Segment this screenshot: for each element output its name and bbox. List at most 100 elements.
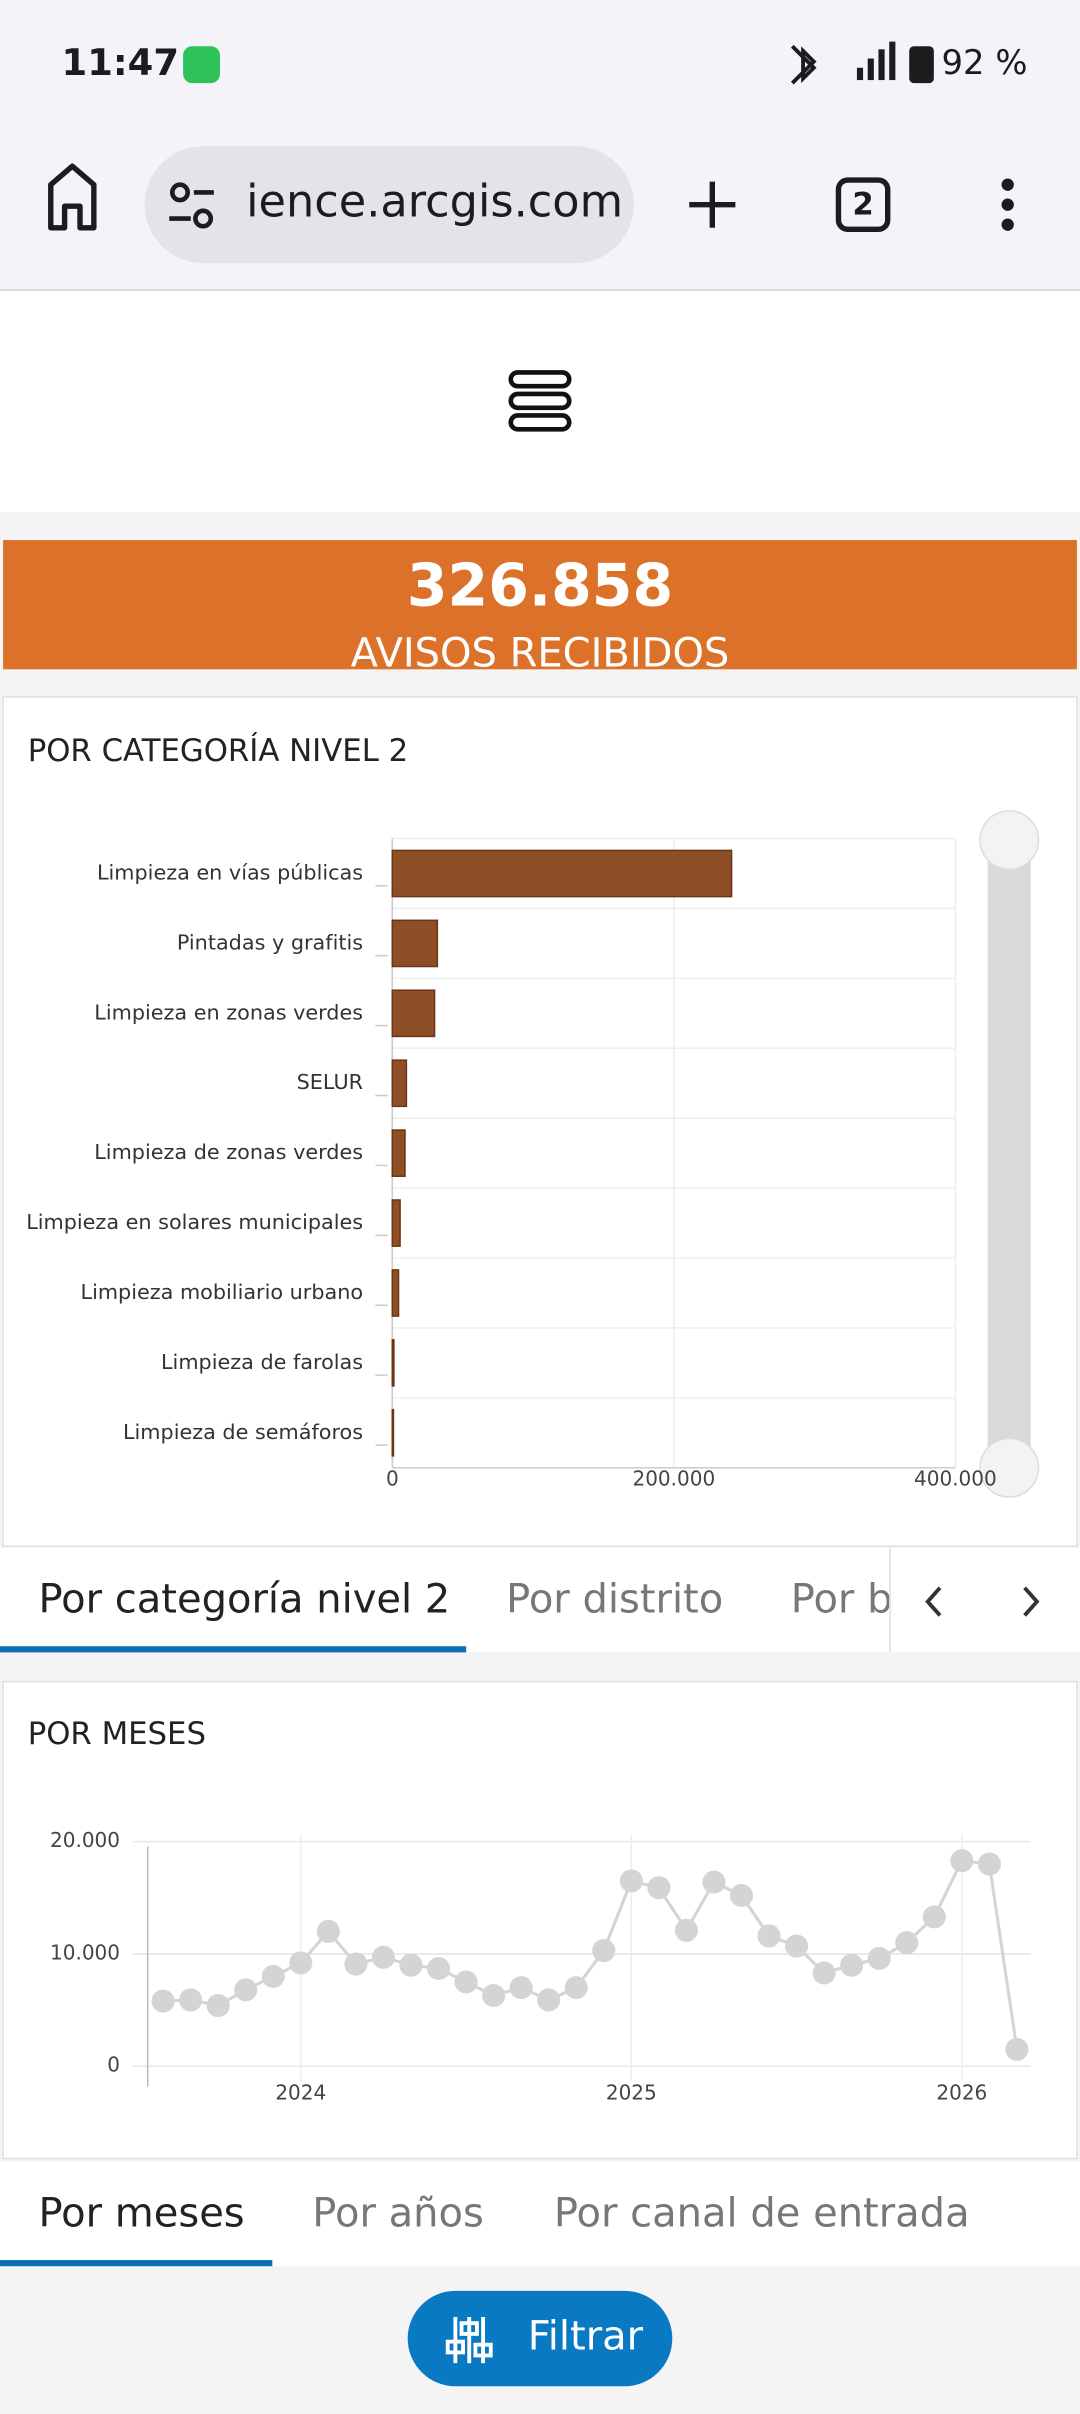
scrollbar-handle[interactable] <box>979 1437 1040 1498</box>
app-header <box>0 290 1080 513</box>
tabs-button[interactable] <box>835 177 891 232</box>
point <box>674 1918 698 1942</box>
y-tick-label: Limpieza de semáforos <box>123 1420 363 1444</box>
tab[interactable]: Por meses <box>38 2190 244 2236</box>
filter-label[interactable]: Filtrar <box>528 2314 644 2360</box>
point <box>371 1945 395 1969</box>
filter-icon[interactable] <box>445 2317 493 2364</box>
home-button[interactable] <box>48 163 97 231</box>
x-tick-label: 400.000 <box>914 1467 997 1491</box>
tab[interactable]: Por años <box>312 2190 484 2236</box>
bluetooth-icon <box>790 44 817 85</box>
y-tick-label: Pintadas y grafitis <box>177 930 363 954</box>
point <box>344 1952 368 1976</box>
chart-card <box>2 1680 1078 2160</box>
bar <box>391 1199 401 1247</box>
point <box>812 1961 836 1985</box>
point <box>619 1869 643 1893</box>
point <box>922 1905 946 1929</box>
kpi-panel <box>3 540 1077 670</box>
tab[interactable]: Por categoría nivel 2 <box>38 1577 450 1623</box>
x-tick-label: 0 <box>386 1467 399 1491</box>
y-tick-label: Limpieza de farolas <box>161 1350 363 1374</box>
point <box>537 1988 561 2012</box>
bar <box>391 919 439 968</box>
y-tick-label: Limpieza mobiliario urbano <box>81 1280 364 1304</box>
chart-title: POR CATEGORÍA NIVEL 2 <box>28 733 409 769</box>
tab[interactable]: Por b <box>791 1577 893 1623</box>
y-tick-label: SELUR <box>297 1070 363 1094</box>
kpi-label: AVISOS RECIBIDOS <box>351 630 730 676</box>
point <box>785 1934 809 1958</box>
y-tick-label: Limpieza en vías públicas <box>97 860 363 884</box>
point <box>426 1956 451 1981</box>
point <box>289 1951 313 1975</box>
bar <box>391 1129 406 1177</box>
bar <box>391 989 436 1038</box>
point <box>509 1976 533 2000</box>
point <box>179 1988 203 2012</box>
bar <box>391 1408 395 1457</box>
point <box>729 1883 754 1908</box>
point <box>592 1939 616 1963</box>
point <box>647 1876 671 1900</box>
tab[interactable]: Por distrito <box>506 1577 723 1623</box>
bar <box>391 1269 400 1317</box>
x-tick-label: 2024 <box>275 2080 326 2104</box>
scrollbar-track[interactable] <box>987 838 1031 1470</box>
point <box>950 1849 974 1873</box>
menu-button[interactable] <box>1001 178 1014 231</box>
filter-button[interactable] <box>407 2290 673 2387</box>
tab[interactable]: Por canal de entrada <box>554 2190 970 2236</box>
y-tick-label: Limpieza en solares municipales <box>26 1210 363 1234</box>
point <box>261 1964 285 1988</box>
point <box>840 1953 864 1977</box>
bar <box>391 849 733 898</box>
x-tick-label: 2026 <box>936 2080 987 2104</box>
x-tick-label: 200.000 <box>632 1467 715 1491</box>
tab-scroll-arrows[interactable] <box>925 1586 1040 1617</box>
x-tick-label: 2025 <box>606 2080 657 2104</box>
hamburger-menu[interactable] <box>508 370 572 432</box>
point <box>234 1978 258 2002</box>
bar <box>391 1339 395 1387</box>
point <box>316 1919 340 1943</box>
bar <box>391 1059 408 1108</box>
tab-bar <box>0 2161 1080 2267</box>
site-settings-icon[interactable] <box>169 182 214 229</box>
tab-count[interactable]: 2 <box>852 187 873 223</box>
active-tab-indicator <box>0 2260 273 2267</box>
point <box>702 1870 726 1894</box>
chart-title: POR MESES <box>28 1716 206 1752</box>
y-tick-label: Limpieza en zonas verdes <box>94 1000 363 1024</box>
status-time: 11:47 <box>62 41 179 84</box>
y-tick-label: Limpieza de zonas verdes <box>94 1140 363 1164</box>
url-text[interactable]: ience.arcgis.com <box>246 176 623 228</box>
y-tick-label: 0 <box>107 2053 120 2077</box>
active-tab-indicator <box>0 1646 467 1653</box>
point <box>977 1852 1001 1876</box>
signal-icon <box>856 41 896 81</box>
url-bar[interactable] <box>144 146 634 264</box>
whatsapp-icon <box>183 46 220 84</box>
point <box>399 1953 423 1977</box>
battery-text: 92 % <box>942 43 1028 82</box>
point <box>206 1994 230 2018</box>
point <box>564 1976 588 2000</box>
scrollbar-handle[interactable] <box>979 810 1040 871</box>
point <box>895 1931 919 1955</box>
y-tick-label: 20.000 <box>50 1828 120 1852</box>
y-tick-label: 10.000 <box>50 1940 120 1964</box>
point <box>757 1924 781 1948</box>
tab-bar <box>0 1547 1080 1653</box>
point <box>482 1983 506 2008</box>
battery-icon <box>909 46 934 84</box>
new-tab-button[interactable] <box>689 181 736 228</box>
kpi-value: 326.858 <box>407 551 673 619</box>
point <box>867 1946 891 1970</box>
point <box>454 1970 478 1994</box>
point <box>151 1989 175 2013</box>
